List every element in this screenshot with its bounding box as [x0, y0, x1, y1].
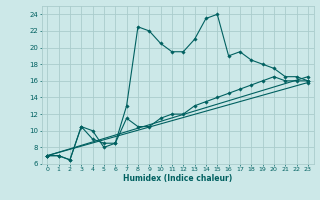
X-axis label: Humidex (Indice chaleur): Humidex (Indice chaleur) [123, 174, 232, 183]
